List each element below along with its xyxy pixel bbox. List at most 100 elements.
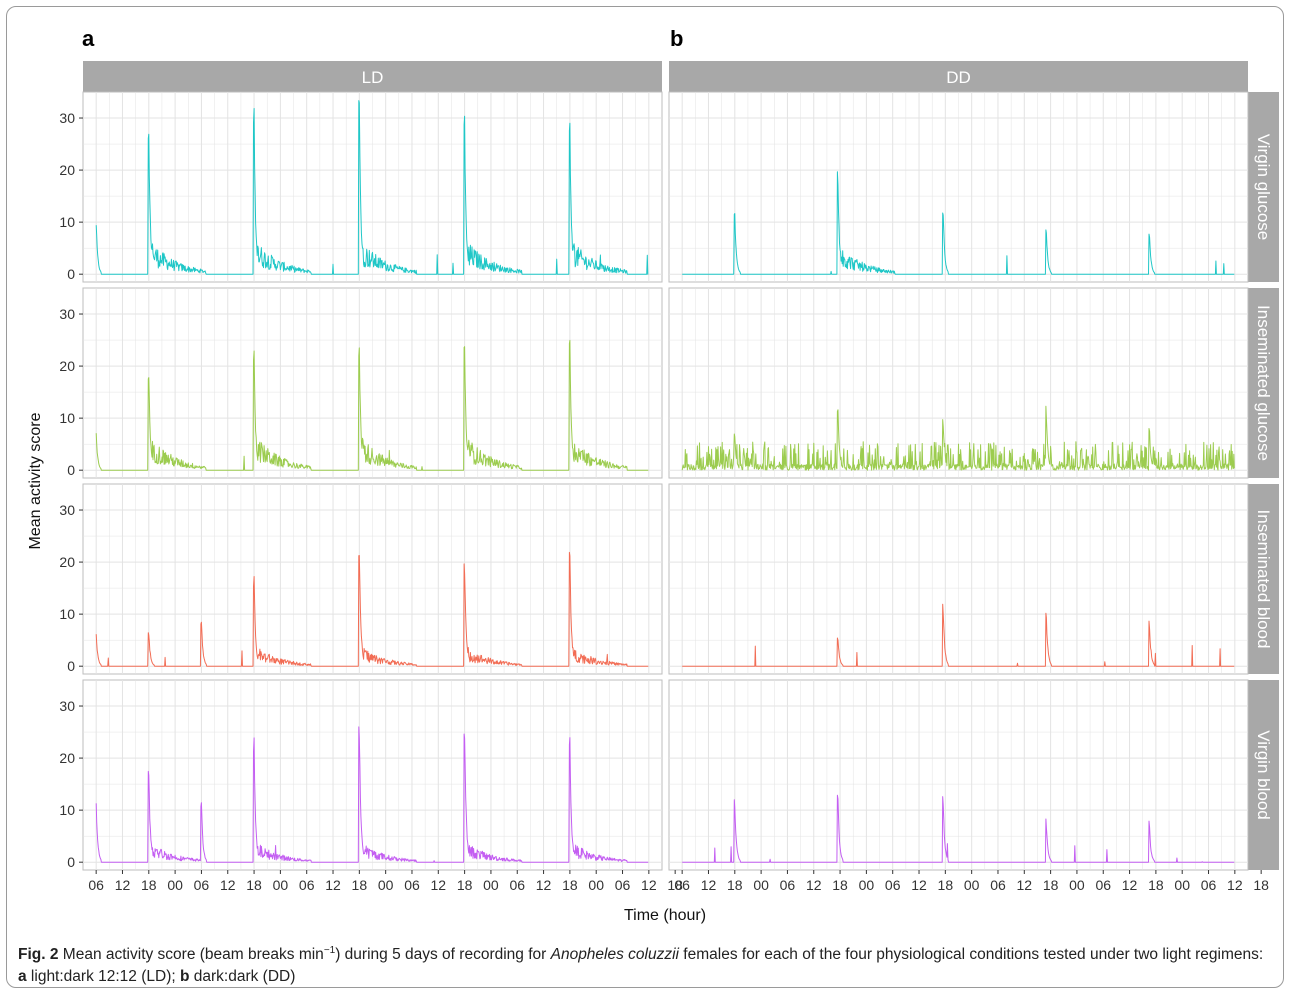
x-tick-label: 12 <box>325 877 341 893</box>
series-LD-virgin-blood <box>95 726 649 863</box>
x-tick-label: 18 <box>832 877 848 893</box>
y-tick-label: 0 <box>67 854 75 870</box>
x-tick-label: 06 <box>1095 877 1111 893</box>
panel-LD-3 <box>82 679 663 871</box>
row-strip-3 <box>1248 680 1279 870</box>
caption-species: Anopheles coluzzii <box>550 946 679 964</box>
strip-label-DD: DD <box>946 68 971 87</box>
x-tick-label: 00 <box>753 877 769 893</box>
y-tick-label: 20 <box>59 162 75 178</box>
strip-DD <box>669 61 1248 92</box>
x-tick-label: 18 <box>457 877 473 893</box>
x-tick-label: 00 <box>964 877 980 893</box>
x-tick-label: 00 <box>1069 877 1085 893</box>
row-strip-1 <box>1248 288 1279 478</box>
y-tick-label: 10 <box>59 214 75 230</box>
x-tick-label: 06 <box>88 877 104 893</box>
caption-superscript: −1 <box>323 945 336 956</box>
caption-a-text: light:dark 12:12 (LD); <box>26 968 180 986</box>
y-tick-label: 20 <box>59 750 75 766</box>
y-tick-label: 30 <box>59 110 75 126</box>
figure-caption: Fig. 2 Mean activity score (beam breaks … <box>18 940 1268 988</box>
y-tick-label: 10 <box>59 802 75 818</box>
y-tick-label: 30 <box>59 306 75 322</box>
y-tick-label: 0 <box>67 462 75 478</box>
y-tick-label: 10 <box>59 410 75 426</box>
x-tick-label: 06 <box>780 877 796 893</box>
x-tick-label: 18 <box>667 877 683 893</box>
x-tick-label: 18 <box>141 877 157 893</box>
row-strip-label-3: Virgin blood <box>1254 730 1273 819</box>
x-tick-label: 18 <box>1043 877 1059 893</box>
row-strip-0 <box>1248 92 1279 282</box>
x-tick-label: 18 <box>1253 877 1269 893</box>
x-tick-label: 06 <box>404 877 420 893</box>
panel-letter-a: a <box>82 26 95 51</box>
caption-b-text: dark:dark (DD) <box>189 968 296 986</box>
series-LD-inseminated-glucose <box>95 339 649 471</box>
y-tick-label: 10 <box>59 606 75 622</box>
x-tick-label: 18 <box>246 877 262 893</box>
x-tick-label: 00 <box>167 877 183 893</box>
x-tick-label: 12 <box>536 877 552 893</box>
x-tick-label: 00 <box>483 877 499 893</box>
caption-b-label: b <box>179 968 190 986</box>
series-DD-inseminated-glucose <box>681 405 1235 471</box>
row-strip-label-2: Inseminated blood <box>1254 510 1273 649</box>
y-tick-label: 30 <box>59 698 75 714</box>
y-tick-label: 0 <box>67 658 75 674</box>
row-strip-label-1: Inseminated glucose <box>1254 305 1273 461</box>
series-LD-virgin-glucose <box>95 100 649 275</box>
panel-letter-b: b <box>670 26 684 51</box>
series-DD-virgin-blood <box>682 794 1235 863</box>
strip-label-LD: LD <box>362 68 384 87</box>
panel-DD-0 <box>668 91 1249 283</box>
caption-text-3: females for each of the four physiologic… <box>679 946 1264 964</box>
activity-chart: LD DD Virgin glucose Inseminated glucose Ins… <box>27 61 1279 924</box>
x-tick-label: 06 <box>615 877 631 893</box>
x-tick-label: 06 <box>194 877 210 893</box>
x-tick-label: 12 <box>115 877 131 893</box>
x-tick-label: 06 <box>885 877 901 893</box>
caption-a-label: a <box>18 968 27 986</box>
panel-LD-1 <box>82 287 663 479</box>
x-tick-label: 18 <box>727 877 743 893</box>
y-tick-label: 20 <box>59 554 75 570</box>
caption-text-2: ) during 5 days of recording for <box>335 946 551 964</box>
caption-fig-label: Fig. 2 <box>18 946 59 964</box>
row-strip-2 <box>1248 484 1279 674</box>
x-tick-label: 12 <box>1122 877 1138 893</box>
x-tick-label: 06 <box>990 877 1006 893</box>
x-tick-label: 06 <box>1201 877 1217 893</box>
x-tick-label: 00 <box>1174 877 1190 893</box>
panel-DD-2 <box>668 483 1249 675</box>
x-tick-label: 12 <box>911 877 927 893</box>
y-tick-label: 20 <box>59 358 75 374</box>
x-tick-label: 18 <box>1148 877 1164 893</box>
x-tick-label: 12 <box>1227 877 1243 893</box>
x-tick-label: 12 <box>220 877 236 893</box>
series-DD-inseminated-blood <box>682 603 1235 667</box>
panel-LD-0 <box>82 91 663 283</box>
panel-DD-3 <box>668 679 1249 871</box>
x-tick-label: 06 <box>509 877 525 893</box>
x-tick-label: 12 <box>701 877 717 893</box>
x-axis-title: Time (hour) <box>624 907 706 924</box>
x-tick-label: 12 <box>806 877 822 893</box>
x-tick-label: 18 <box>938 877 954 893</box>
y-tick-label: 0 <box>67 266 75 282</box>
y-axis-title: Mean activity score <box>27 412 44 549</box>
x-tick-label: 00 <box>859 877 875 893</box>
strip-LD <box>83 61 662 92</box>
x-tick-label: 00 <box>273 877 289 893</box>
x-tick-label: 18 <box>562 877 578 893</box>
panel-LD-2 <box>82 483 663 675</box>
x-tick-label: 12 <box>431 877 447 893</box>
y-tick-label: 30 <box>59 502 75 518</box>
caption-text-1: Mean activity score (beam breaks min <box>62 946 324 964</box>
row-strip-label-0: Virgin glucose <box>1254 134 1273 240</box>
series-DD-virgin-glucose <box>682 171 1235 275</box>
x-tick-label: 00 <box>588 877 604 893</box>
x-tick-label: 12 <box>641 877 657 893</box>
x-tick-label: 06 <box>674 877 690 893</box>
